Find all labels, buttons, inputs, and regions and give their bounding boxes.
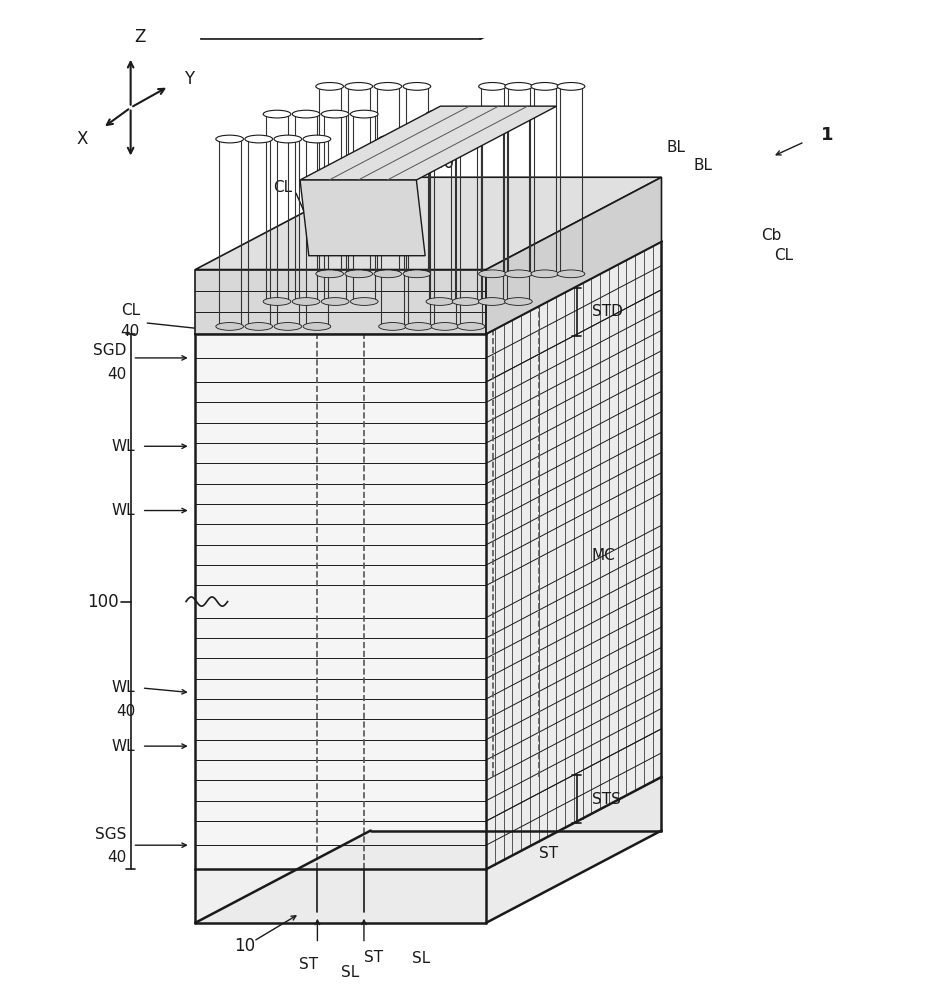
Polygon shape <box>300 180 425 256</box>
Polygon shape <box>486 177 661 334</box>
Text: ST: ST <box>298 957 318 972</box>
Ellipse shape <box>274 135 302 143</box>
Polygon shape <box>481 0 656 39</box>
Ellipse shape <box>403 270 431 278</box>
Ellipse shape <box>431 323 458 330</box>
Text: WL: WL <box>112 503 135 518</box>
Ellipse shape <box>274 323 302 330</box>
Text: MC: MC <box>592 548 616 563</box>
Ellipse shape <box>531 83 558 90</box>
Ellipse shape <box>321 110 349 118</box>
Ellipse shape <box>263 298 291 305</box>
Ellipse shape <box>216 323 244 330</box>
Polygon shape <box>201 0 656 18</box>
Text: 10: 10 <box>233 937 255 955</box>
Text: 80: 80 <box>434 154 455 172</box>
Polygon shape <box>195 334 486 869</box>
Text: BL: BL <box>666 140 685 155</box>
Text: SL: SL <box>411 951 430 966</box>
Ellipse shape <box>216 135 244 143</box>
Text: X: X <box>77 130 88 148</box>
Ellipse shape <box>505 83 532 90</box>
Ellipse shape <box>350 110 378 118</box>
Ellipse shape <box>263 110 291 118</box>
Text: 40: 40 <box>116 704 135 719</box>
Ellipse shape <box>321 298 349 305</box>
Text: SGD: SGD <box>93 343 126 358</box>
Ellipse shape <box>479 83 507 90</box>
Text: 40: 40 <box>106 367 126 382</box>
Polygon shape <box>195 241 661 334</box>
Ellipse shape <box>505 298 532 305</box>
Ellipse shape <box>426 298 454 305</box>
Ellipse shape <box>452 298 480 305</box>
Text: CL: CL <box>774 248 794 263</box>
Text: WL: WL <box>112 739 135 754</box>
Ellipse shape <box>350 298 378 305</box>
Text: ST: ST <box>364 950 382 965</box>
Ellipse shape <box>344 270 372 278</box>
Text: SGS: SGS <box>94 827 126 842</box>
Ellipse shape <box>457 323 485 330</box>
Text: STD: STD <box>592 304 622 319</box>
Ellipse shape <box>557 270 585 278</box>
Ellipse shape <box>405 135 432 143</box>
Text: WL: WL <box>112 439 135 454</box>
Ellipse shape <box>316 83 344 90</box>
Text: 40: 40 <box>120 324 140 339</box>
Ellipse shape <box>505 270 532 278</box>
Ellipse shape <box>457 135 485 143</box>
Ellipse shape <box>505 110 532 118</box>
Text: 1: 1 <box>821 126 834 144</box>
Text: SL: SL <box>341 965 359 980</box>
Polygon shape <box>195 177 661 270</box>
Text: Cb: Cb <box>365 208 385 223</box>
Text: Z: Z <box>134 28 145 46</box>
Ellipse shape <box>431 135 458 143</box>
Ellipse shape <box>405 323 432 330</box>
Ellipse shape <box>293 110 320 118</box>
Ellipse shape <box>379 323 407 330</box>
Ellipse shape <box>557 83 585 90</box>
Text: STS: STS <box>592 792 620 807</box>
Ellipse shape <box>316 270 344 278</box>
Ellipse shape <box>374 83 402 90</box>
Ellipse shape <box>479 270 507 278</box>
Ellipse shape <box>303 135 331 143</box>
Polygon shape <box>195 869 486 923</box>
Ellipse shape <box>293 298 320 305</box>
Ellipse shape <box>479 298 507 305</box>
Ellipse shape <box>479 110 507 118</box>
Polygon shape <box>486 241 661 869</box>
Ellipse shape <box>379 135 407 143</box>
Ellipse shape <box>452 110 480 118</box>
Ellipse shape <box>303 323 331 330</box>
Text: ST: ST <box>539 846 558 861</box>
Polygon shape <box>300 106 557 180</box>
Ellipse shape <box>344 83 372 90</box>
Ellipse shape <box>531 270 558 278</box>
Text: CL: CL <box>120 303 140 318</box>
Text: BL: BL <box>694 158 713 173</box>
Text: CL: CL <box>273 180 293 195</box>
Ellipse shape <box>374 270 402 278</box>
Text: 100: 100 <box>87 593 119 611</box>
Text: Cb: Cb <box>761 228 782 243</box>
Polygon shape <box>195 270 486 334</box>
Text: Y: Y <box>184 70 194 88</box>
Text: 40: 40 <box>106 850 126 865</box>
Ellipse shape <box>244 135 272 143</box>
Polygon shape <box>201 18 481 39</box>
Polygon shape <box>195 831 661 923</box>
Ellipse shape <box>426 110 454 118</box>
Ellipse shape <box>244 323 272 330</box>
Text: WL: WL <box>112 680 135 695</box>
Ellipse shape <box>403 83 431 90</box>
Polygon shape <box>486 777 661 923</box>
